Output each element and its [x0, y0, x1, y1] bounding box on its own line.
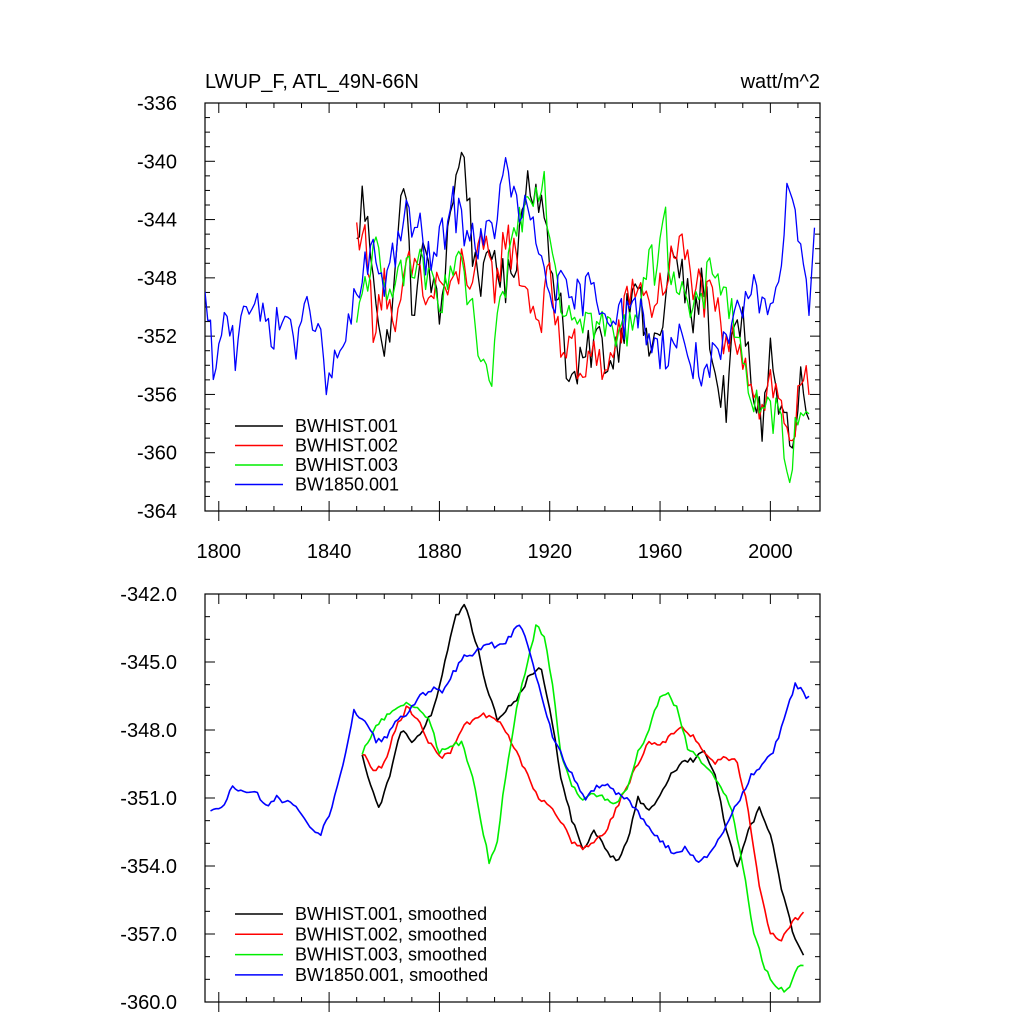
y-tick-label: -351.0: [120, 788, 177, 810]
x-tick-label: 1840: [307, 541, 352, 563]
y-tick-label: -336: [137, 93, 177, 115]
x-tick-label: 1800: [197, 541, 242, 563]
y-tick-label: -345.0: [120, 652, 177, 674]
top-chart-units: watt/m^2: [740, 71, 820, 93]
series-line-bw1850-001-smoothed: [210, 624, 810, 864]
y-tick-label: -356: [137, 384, 177, 406]
top-plot-panel: -336 -340 -344 -348 -352 -356 -360 -364 1800 1840…: [137, 93, 821, 563]
y-tick-label: -340: [137, 151, 177, 173]
y-tick-label: -352: [137, 326, 177, 348]
series-line-bwhist-002: [356, 222, 810, 442]
y-tick-label: -360.0: [120, 992, 177, 1014]
series-line-bw1850-001: [205, 157, 816, 396]
legend-label: BWHIST.002, smoothed: [295, 924, 487, 944]
legend-label: BWHIST.002: [295, 436, 398, 456]
bottom-plot-panel: -342.0 -345.0 -348.0 -351.0 -354.0 -357.0 -360…: [120, 584, 821, 1014]
series-line-bwhist-003-smoothed: [361, 624, 804, 993]
series-line-bwhist-003: [356, 170, 810, 484]
legend-label: BWHIST.003, smoothed: [295, 945, 487, 965]
legend-label: BWHIST.001, smoothed: [295, 904, 487, 924]
y-tick-label: -342.0: [120, 584, 177, 606]
y-tick-label: -360: [137, 443, 177, 465]
x-tick-label: 1880: [417, 541, 462, 563]
y-tick-label: -364: [137, 501, 177, 523]
y-tick-label: -357.0: [120, 924, 177, 946]
y-tick-label: -348.0: [120, 720, 177, 742]
y-tick-label: -348: [137, 268, 177, 290]
x-tick-label: 2000: [748, 541, 793, 563]
y-tick-label: -344: [137, 210, 177, 232]
legend-label: BW1850.001, smoothed: [295, 965, 488, 985]
x-tick-label: 1920: [527, 541, 572, 563]
legend-label: BW1850.001: [295, 475, 399, 495]
legend-label: BWHIST.001: [295, 416, 398, 436]
top-chart-title: LWUP_F, ATL_49N-66N: [205, 71, 419, 93]
y-tick-label: -354.0: [120, 856, 177, 878]
series-line-bwhist-002-smoothed: [362, 705, 805, 942]
x-tick-label: 1960: [638, 541, 683, 563]
legend-label: BWHIST.003: [295, 455, 398, 475]
